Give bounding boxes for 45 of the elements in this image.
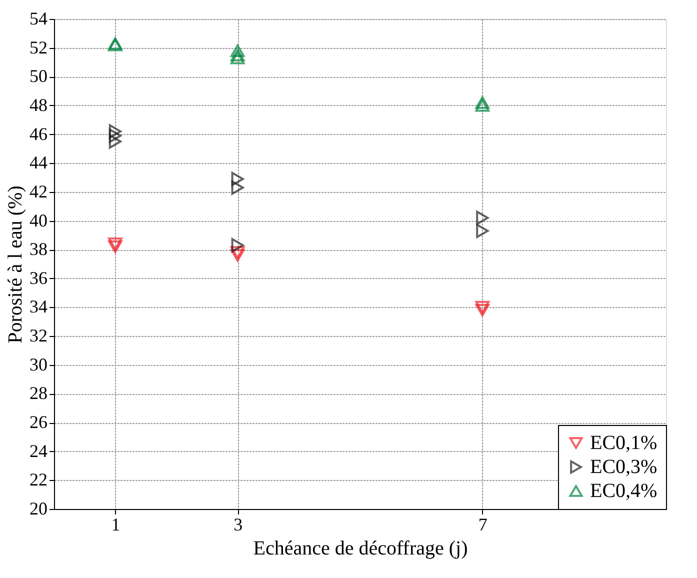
point [230,48,245,62]
y-tick-label: 42 [30,181,48,202]
y-tick-label: 46 [30,124,48,144]
y-axis-title: Porosité à l eau (%) [4,186,26,344]
y-tick-label: 22 [30,470,48,490]
y-tick-label: 54 [30,8,48,28]
y-tick-label: 20 [30,498,48,518]
point [476,210,489,226]
y-tick-label: 34 [30,296,48,317]
point [108,124,122,139]
point [231,172,244,186]
point [108,134,122,149]
point [230,249,245,262]
point [230,52,245,64]
point [475,96,490,109]
y-tick-label: 44 [30,152,48,173]
x-tick-label: 1 [111,514,120,534]
point [475,304,490,316]
point [475,99,490,112]
point [230,44,245,58]
y-tick-label: 52 [30,37,48,58]
point [476,224,489,238]
point [108,238,122,250]
y-tick-label: 40 [30,210,48,230]
y-tick-label: 38 [30,239,48,260]
point [475,300,490,314]
legend-label: EC0,3% [590,456,658,478]
y-tick-label: 32 [30,326,48,346]
y-tick-label: 30 [30,354,48,374]
legend-label: EC0,1% [590,432,658,454]
point [230,246,245,259]
point [231,180,244,195]
point [231,238,244,252]
y-tick-label: 48 [30,94,48,115]
legend-label: EC0,4% [590,480,658,502]
y-tick-label: 36 [30,268,48,288]
x-tick-label: 3 [234,514,243,534]
x-tick-label: 7 [478,514,488,534]
y-tick-label: 50 [30,66,48,86]
y-tick-label: 28 [30,383,48,404]
y-tick-label: 26 [30,412,48,432]
point [108,240,122,254]
y-tick-label: 24 [30,440,48,461]
x-axis-title: Echéance de décoffrage (j) [253,538,468,560]
point [108,128,122,143]
